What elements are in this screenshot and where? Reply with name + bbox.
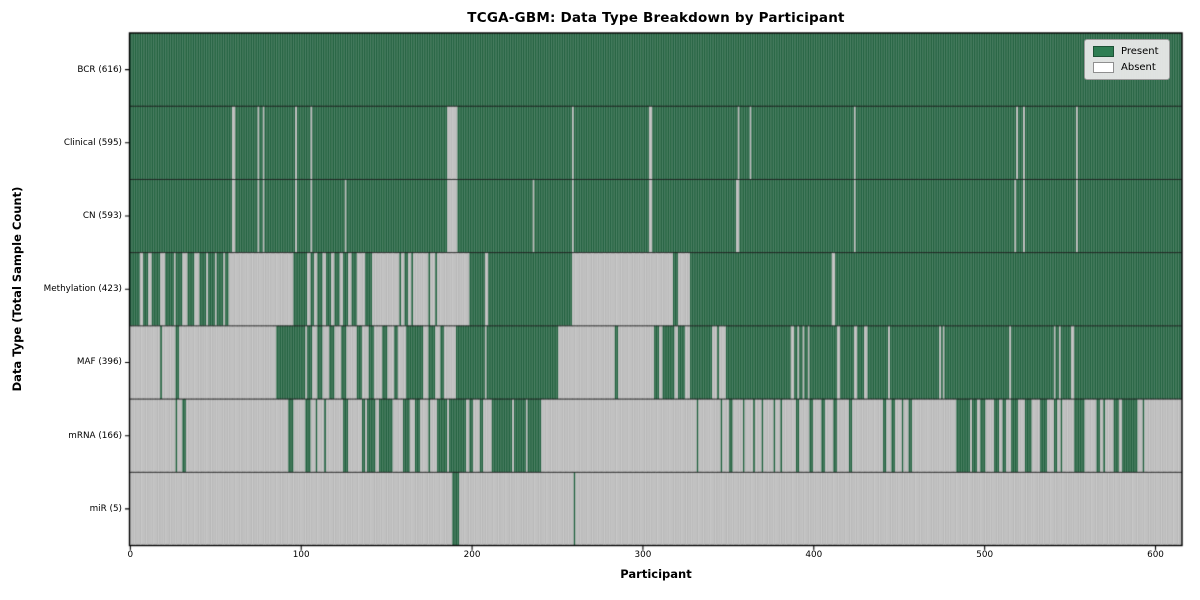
row-label-bcr: BCR (616) bbox=[77, 64, 122, 75]
x-tick-label-400: 400 bbox=[805, 550, 823, 560]
present-swatch-icon bbox=[1093, 46, 1114, 57]
row-label-methylation: Methylation (423) bbox=[43, 284, 122, 295]
legend-item-present: Present bbox=[1093, 46, 1159, 57]
x-tick-label-200: 200 bbox=[463, 550, 481, 560]
x-tick-label-100: 100 bbox=[292, 550, 310, 560]
row-label-clinical: Clinical (595) bbox=[63, 137, 122, 148]
x-tick-label-300: 300 bbox=[634, 550, 652, 560]
legend-item-absent: Absent bbox=[1093, 62, 1159, 73]
x-tick-label-0: 0 bbox=[127, 550, 134, 560]
row-label-mir: miR (5) bbox=[89, 503, 122, 514]
row-label-mrna: mRNA (166) bbox=[68, 430, 122, 441]
x-tick-label-600: 600 bbox=[1147, 550, 1164, 560]
legend: Present Absent bbox=[1084, 39, 1170, 80]
row-label-maf: MAF (396) bbox=[76, 357, 122, 368]
y-axis-label: Data Type (Total Sample Count) bbox=[10, 186, 24, 392]
row-label-cn: CN (593) bbox=[82, 211, 122, 222]
x-axis-label: Participant bbox=[620, 567, 692, 581]
chart-title: TCGA-GBM: Data Type Breakdown by Partici… bbox=[467, 10, 845, 26]
legend-label-absent: Absent bbox=[1121, 62, 1156, 73]
legend-label-present: Present bbox=[1121, 46, 1159, 57]
absent-swatch-icon bbox=[1093, 62, 1114, 73]
x-tick-label-500: 500 bbox=[976, 550, 994, 560]
